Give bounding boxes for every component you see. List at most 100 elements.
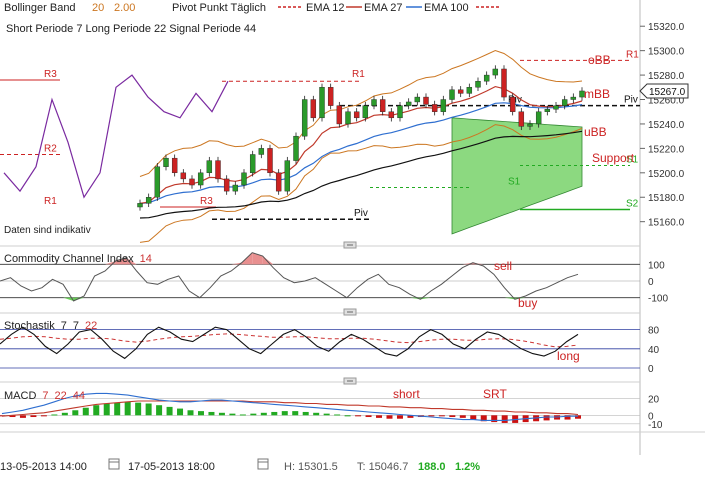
cci-overbought-fill [262,256,274,265]
ema12-label: EMA 12 [306,2,345,14]
macd-histogram-bar [145,403,152,416]
ema27-label: EMA 27 [364,2,403,14]
candle-body [518,111,525,127]
macd-histogram-bar [229,413,236,416]
sell-annotation: sell [494,259,512,273]
macd-params-label: Short Periode 7 Long Periode 22 Signal P… [6,23,256,35]
footer-end-date: 17-05-2013 18:00 [128,461,215,473]
macd-histogram-bar [438,415,445,417]
calendar-icon-end[interactable] [257,458,269,470]
pivot-level-label: R2 [44,143,57,154]
pivot-level-label: Piv [354,208,368,219]
macd-histogram-bar [135,402,142,416]
macd-tick-label: -10 [648,420,663,431]
candle-body [501,68,507,98]
candle-body [241,172,247,186]
mbb-annotation: mBB [584,87,610,101]
candle-body [362,105,369,119]
candle-body [171,157,178,174]
candle-body [509,96,516,112]
macd-histogram-bar [51,414,58,416]
ema27-line [139,102,583,204]
stoch-panel: 80 40 0 [0,326,660,375]
cci-label: Commodity Channel Index 14 [4,253,152,265]
price-tick-label: 15280.0 [648,71,685,82]
macd-histogram-bar [19,415,26,418]
cci-tick-label: -100 [648,294,668,305]
cci-oversold-fill [504,297,515,300]
price-panel: 15160.0 15180.0 15200.0 15220.0 15240.0 15260… [0,22,689,243]
cci-panel: 100 0 -100 [0,252,668,305]
macd-histogram-bar [187,410,194,416]
macd-histogram-bar [470,415,477,420]
candle-body [189,178,195,186]
candle-body [154,166,161,198]
candle-body [137,203,143,208]
pivot-level-label: S2 [626,198,639,209]
macd-histogram-bar [177,408,184,416]
macd-histogram-bar [334,414,341,416]
candle-body [579,90,585,98]
pivot-level-label: S1 [508,176,521,187]
cci-tick-label: 0 [648,277,654,288]
bollinger-lower [139,124,583,243]
resize-handle-stoch[interactable] [343,308,357,316]
footer-low: T: 15046.7 [357,461,408,473]
footer-start-date: 13-05-2013 14:00 [0,461,87,473]
macd-histogram-bar [396,415,403,419]
resize-handle-cci[interactable] [343,241,357,249]
candle-body [527,123,533,127]
macd-panel: 20 0-10 [0,392,663,431]
candle-body [310,99,317,119]
price-tick-label: 15240.0 [648,120,685,131]
macd-histogram-bar [82,407,89,416]
buy-annotation: buy [518,296,537,310]
macd-histogram-bar [575,415,581,419]
candle-body [397,105,403,119]
cci-overbought-fill [126,257,137,265]
candle-body [284,160,291,192]
macd-histogram-bar [166,406,173,416]
candle-body [319,87,325,119]
resize-handle-macd[interactable] [343,377,357,385]
price-tick-label: 15300.0 [648,47,685,58]
macd-histogram-bar [428,415,435,417]
pivot-label: Pivot Punkt Täglich [172,2,266,14]
pivot-level-label: S1 [626,154,639,165]
macd-histogram-bar [449,415,456,418]
candle-body [423,96,429,105]
footer-high: H: 15301.5 [284,461,338,473]
candle-body [345,111,351,125]
candle-body [197,172,204,186]
candle-body [457,89,464,94]
candle-body [492,68,499,76]
macd-histogram-bar [72,410,79,416]
bollinger-p2: 2.00 [114,2,135,14]
candle-body [267,148,273,174]
bollinger-upper [139,49,583,177]
stoch-k-line [0,326,579,360]
calendar-icon-start[interactable] [108,458,120,470]
macd-histogram-bar [386,415,393,419]
support-annotation: Support [592,151,635,165]
candle-body [232,184,239,192]
candle-body [405,101,412,106]
stoch-d-line [0,333,579,348]
macd-histogram-bar [480,415,487,422]
macd-histogram-bar [281,411,288,416]
macd-histogram-bar [271,411,278,416]
stoch-label: Stochastik 7 7 22 [4,320,97,332]
macd-histogram-bar [365,415,372,418]
macd-histogram-bar [323,413,330,416]
price-tick-label: 15180.0 [648,193,685,204]
pivot-level-label: R1 [352,69,365,80]
macd-tick-label: 20 [648,394,660,405]
candle-body [353,111,360,119]
candle-body [414,96,421,103]
macd-histogram-bar [260,412,267,416]
macd-histogram-bar [491,415,498,423]
candle-body [553,105,559,110]
price-tick-label: 15320.0 [648,22,685,33]
